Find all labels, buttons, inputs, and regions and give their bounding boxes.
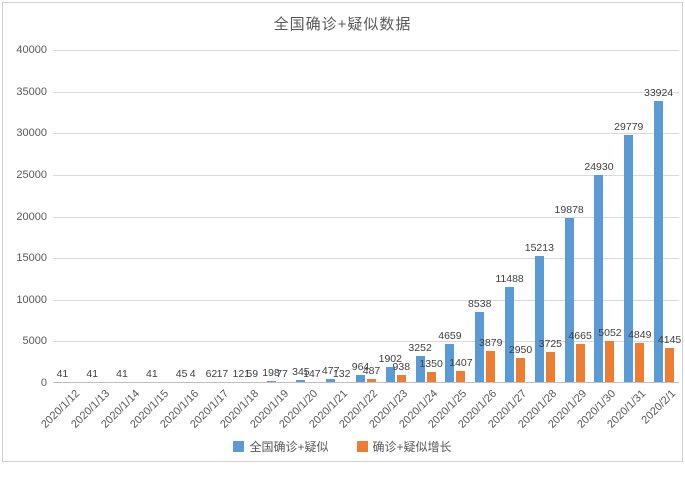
data-label-growth: 4	[189, 368, 196, 380]
data-label-total: 198	[262, 367, 280, 379]
data-label-total: 41	[116, 368, 128, 380]
legend-item: 全国确诊+疑似	[233, 438, 329, 455]
data-label-total: 29779	[614, 121, 644, 133]
data-label-total: 477	[321, 365, 340, 377]
bar-total	[624, 135, 634, 383]
bar-total	[534, 256, 544, 383]
data-label-growth: 1350	[419, 358, 443, 370]
y-axis-tick-label: 10000	[16, 293, 47, 306]
bar-growth	[486, 351, 496, 383]
bar-total	[654, 101, 664, 383]
y-axis-tick-label: 30000	[16, 127, 47, 140]
bar-total	[326, 379, 336, 383]
data-label-growth: 132	[332, 368, 351, 380]
data-label-total: 41	[86, 368, 99, 380]
gridline	[53, 133, 679, 135]
data-label-growth: 5052	[598, 327, 622, 339]
data-label-growth: 3879	[479, 337, 503, 349]
data-label-total: 62	[205, 368, 218, 380]
bar-growth	[635, 343, 645, 383]
gridline	[53, 50, 679, 51]
bar-total	[356, 375, 365, 383]
bar-growth	[516, 358, 526, 383]
gridline	[53, 299, 679, 301]
data-label-growth: 1407	[449, 357, 473, 369]
data-label-total: 41	[145, 368, 158, 380]
gridline	[53, 91, 679, 93]
data-label-growth: 487	[362, 365, 381, 377]
data-label-total: 45	[175, 368, 188, 380]
data-label-total: 11488	[495, 273, 524, 285]
legend: 全国确诊+疑似 确诊+疑似增长	[3, 438, 682, 455]
x-axis-line	[53, 382, 679, 383]
bar-growth	[605, 341, 615, 383]
data-label-total: 8538	[468, 298, 492, 310]
bar-total	[594, 175, 604, 383]
data-label-growth: 4849	[628, 329, 652, 341]
bar-total	[505, 287, 515, 383]
bar-growth	[367, 379, 376, 383]
plot-area: 41 41 41 41 45 4 62 17 121 59 198 77 345 147 477 132 964…	[53, 50, 681, 383]
bar-total	[415, 356, 425, 383]
y-axis-tick-label: 15000	[16, 252, 47, 265]
chart-title: 全国确诊+疑似数据	[273, 16, 412, 33]
y-axis-tick-label: 25000	[16, 168, 47, 181]
y-axis-tick-label: 35000	[16, 85, 47, 98]
gridline	[53, 216, 679, 218]
data-label-total: 15213	[524, 242, 554, 254]
data-label-growth: 4665	[568, 330, 592, 342]
bar-growth	[575, 344, 585, 383]
bar-growth	[665, 348, 675, 383]
data-label-growth: 4145	[657, 334, 682, 346]
legend-item: 确诊+疑似增长	[356, 438, 452, 455]
data-label-total: 24930	[584, 161, 614, 173]
gridline	[53, 341, 679, 343]
legend-swatch-icon	[233, 441, 245, 452]
bar-total	[385, 367, 395, 383]
bar-total	[475, 312, 485, 383]
gridline	[53, 258, 679, 260]
legend-swatch-icon	[356, 441, 368, 452]
y-axis-tick-label: 40000	[16, 44, 47, 56]
gridline	[53, 174, 679, 176]
bar-total	[296, 380, 306, 383]
bar-growth	[456, 371, 466, 383]
y-axis-tick-label: 5000	[22, 335, 47, 348]
chart-canvas: 全国确诊+疑似数据 41 41 41 41 45 4 62 17 121 59 198 77 345 14…	[2, 2, 683, 462]
data-label-total: 41	[56, 368, 69, 380]
y-axis-tick-label: 0	[40, 377, 47, 389]
bar-growth	[545, 352, 555, 383]
bar-growth	[396, 375, 406, 383]
bar-total	[564, 218, 574, 383]
y-axis-tick-label: 20000	[16, 210, 47, 223]
data-label-total: 33924	[643, 87, 674, 99]
data-label-total: 345	[292, 366, 310, 378]
data-label-total: 121	[232, 368, 251, 380]
data-label-growth: 938	[392, 361, 411, 373]
legend-label: 确诊+疑似增长	[372, 440, 452, 454]
data-label-growth: 59	[246, 368, 259, 380]
data-label-growth: 3725	[538, 338, 563, 350]
bar-growth	[426, 372, 436, 383]
data-label-growth: 147	[303, 368, 321, 380]
data-label-total: 3252	[408, 342, 432, 354]
legend-label: 全国确诊+疑似	[249, 440, 329, 454]
data-label-total: 4659	[438, 330, 462, 342]
bar-total	[445, 344, 455, 383]
data-label-growth: 17	[216, 368, 229, 380]
data-label-growth: 2950	[508, 344, 533, 356]
data-label-growth: 77	[276, 368, 288, 380]
data-label-total: 964	[351, 361, 370, 373]
data-label-total: 1902	[378, 353, 402, 365]
data-label-total: 19878	[554, 204, 584, 216]
